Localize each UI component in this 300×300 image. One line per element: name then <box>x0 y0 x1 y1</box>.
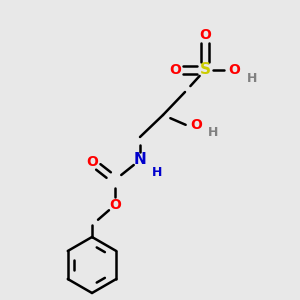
Text: O: O <box>190 118 202 132</box>
Text: H: H <box>208 125 218 139</box>
Text: O: O <box>228 63 240 77</box>
Text: S: S <box>200 62 211 77</box>
Text: H: H <box>152 166 162 178</box>
Text: O: O <box>169 63 181 77</box>
Text: H: H <box>247 71 257 85</box>
Text: O: O <box>199 28 211 42</box>
Text: O: O <box>86 155 98 169</box>
Text: N: N <box>134 152 146 167</box>
Text: O: O <box>109 198 121 212</box>
